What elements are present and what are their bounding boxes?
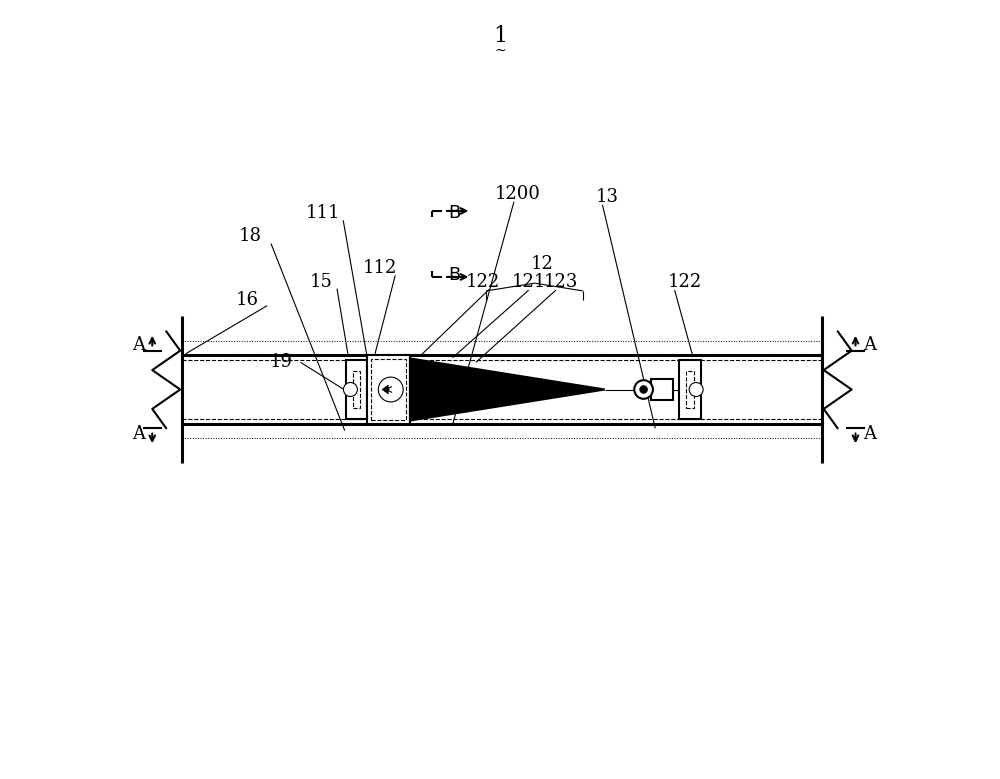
Bar: [353, 371, 360, 408]
Circle shape: [634, 380, 653, 399]
Circle shape: [640, 386, 647, 393]
Text: 1: 1: [493, 26, 507, 48]
Text: A: A: [863, 337, 876, 354]
Text: 13: 13: [596, 188, 619, 206]
Circle shape: [689, 382, 703, 397]
Bar: [371, 359, 406, 420]
Circle shape: [343, 382, 357, 397]
Text: 19: 19: [270, 354, 293, 372]
Bar: [651, 379, 673, 400]
Text: 18: 18: [239, 227, 262, 245]
Text: A: A: [863, 425, 876, 442]
Text: 121: 121: [512, 273, 546, 291]
Polygon shape: [410, 358, 605, 421]
Bar: [679, 361, 701, 418]
Text: B: B: [448, 204, 460, 222]
Circle shape: [378, 377, 403, 402]
Text: 123: 123: [543, 273, 578, 291]
Text: 122: 122: [466, 273, 500, 291]
Polygon shape: [382, 385, 388, 394]
Text: A: A: [132, 337, 145, 354]
Text: 16: 16: [236, 291, 259, 309]
Text: B: B: [448, 266, 460, 284]
Text: A: A: [132, 425, 145, 442]
Text: 15: 15: [310, 273, 333, 291]
Text: 1200: 1200: [495, 185, 541, 203]
Text: 112: 112: [362, 259, 397, 277]
Text: ~: ~: [494, 44, 506, 58]
Text: 111: 111: [306, 204, 340, 222]
Bar: [367, 355, 410, 424]
Text: 122: 122: [668, 273, 702, 291]
Bar: [686, 371, 694, 408]
Bar: [346, 361, 367, 418]
Text: 12: 12: [531, 255, 554, 273]
